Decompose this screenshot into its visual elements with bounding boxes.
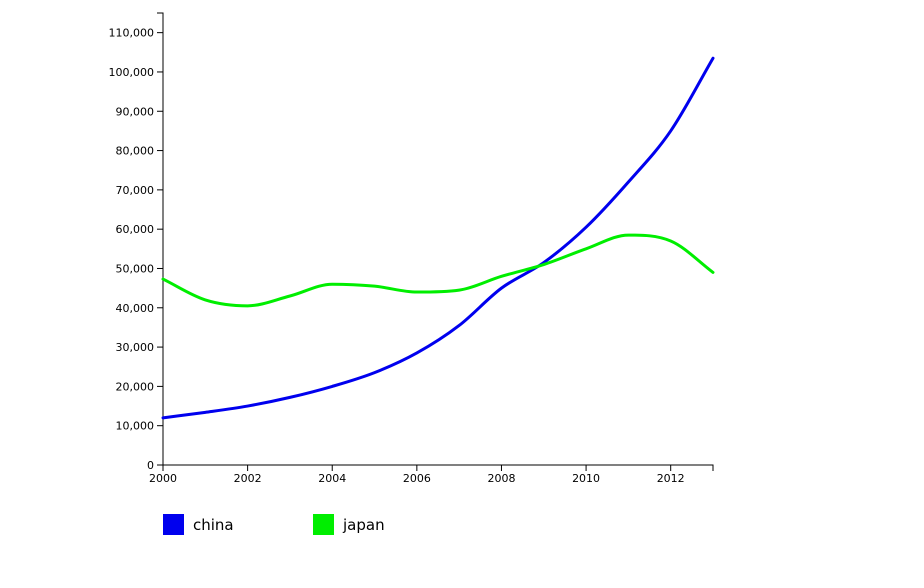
y-tick-label: 50,000: [116, 262, 155, 275]
x-tick-label: 2002: [234, 472, 262, 485]
legend-swatch-japan: [313, 514, 334, 535]
series-line-japan: [161, 233, 715, 308]
y-tick-label: 40,000: [116, 302, 155, 315]
x-axis-line: [162, 464, 714, 471]
y-tick-label: 30,000: [116, 341, 155, 354]
y-tick-label: 70,000: [116, 184, 155, 197]
x-tick-label: 2006: [403, 472, 431, 485]
y-tick-label: 90,000: [116, 105, 155, 118]
legend-swatch-china: [163, 514, 184, 535]
series-group: [161, 56, 715, 420]
series-line-china: [161, 56, 715, 420]
y-tick-label: 60,000: [116, 223, 155, 236]
x-tick-label: 2004: [318, 472, 346, 485]
y-tick-label: 0: [147, 459, 154, 472]
y-tick-label: 80,000: [116, 145, 155, 158]
y-tick-label: 100,000: [109, 66, 155, 79]
x-tick-label: 2012: [657, 472, 685, 485]
legend-label-china: china: [193, 516, 234, 534]
y-axis: 0 10,000 20,000 30,000 40,000 50,000 60,000 70,…: [109, 12, 164, 472]
legend: china japan: [163, 514, 385, 535]
y-axis-line: [157, 12, 164, 466]
x-tick-label: 2008: [487, 472, 515, 485]
x-tick-label: 2000: [149, 472, 177, 485]
x-axis: 2000 2002 2004 2006 2008 2010 2012: [149, 464, 714, 485]
x-tick-label: 2010: [572, 472, 600, 485]
y-tick-label: 20,000: [116, 380, 155, 393]
y-tick-label: 110,000: [109, 27, 155, 40]
y-tick-label: 10,000: [116, 420, 155, 433]
legend-label-japan: japan: [342, 516, 385, 534]
